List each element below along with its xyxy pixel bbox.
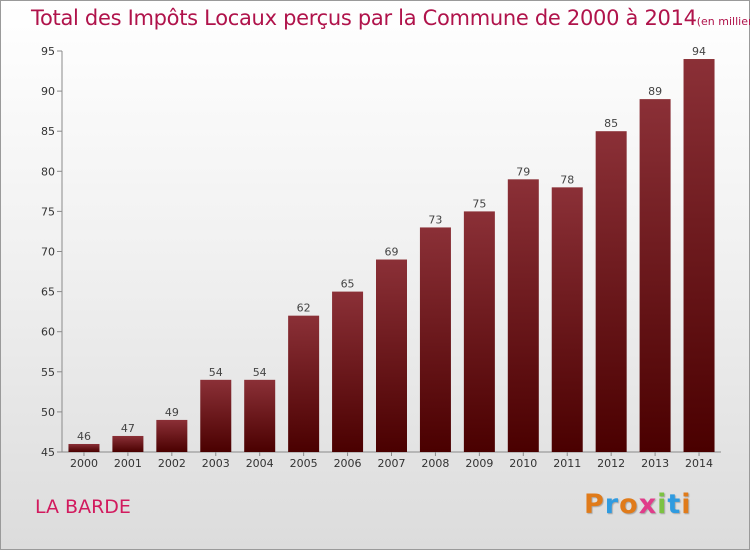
x-tick-label: 2009 — [465, 457, 493, 470]
y-tick-label: 80 — [41, 165, 55, 178]
data-label-2001: 47 — [121, 422, 135, 435]
bar-2003 — [200, 379, 232, 452]
logo-letter: r — [604, 489, 620, 520]
x-tick-label: 2014 — [685, 457, 713, 470]
data-label-2009: 75 — [472, 197, 486, 210]
data-label-2013: 89 — [648, 85, 662, 98]
x-tick-label: 2006 — [334, 457, 362, 470]
data-label-2012: 85 — [604, 117, 618, 130]
x-tick-label: 2013 — [641, 457, 669, 470]
bar-2014 — [683, 59, 715, 453]
x-tick-label: 2005 — [290, 457, 318, 470]
bar-2013 — [639, 99, 671, 453]
y-tick-label: 65 — [41, 286, 55, 299]
data-label-2002: 49 — [165, 406, 179, 419]
data-label-2004: 54 — [253, 366, 267, 379]
bar-2000 — [68, 443, 100, 452]
y-tick-label: 70 — [41, 246, 55, 259]
data-label-2000: 46 — [77, 430, 91, 443]
unit-note: (en milliers d'€) — [696, 15, 750, 28]
y-tick-label: 75 — [41, 205, 55, 218]
y-tick-label: 55 — [41, 366, 55, 379]
bar-2011 — [551, 187, 583, 452]
bar-2006 — [332, 291, 364, 452]
data-label-2005: 62 — [297, 302, 311, 315]
x-tick-label: 2004 — [246, 457, 274, 470]
bar-2012 — [595, 131, 627, 452]
x-axis-ticks: 2000 2001 2002 2003 2004 2005 2006 2007 2008 2009… — [70, 452, 713, 470]
x-tick-label: 2002 — [158, 457, 186, 470]
chart-title: Total des Impôts Locaux perçus par la Co… — [31, 6, 750, 30]
bar-2004 — [244, 379, 276, 452]
data-label-2011: 78 — [560, 173, 574, 186]
y-tick-label: 60 — [41, 326, 55, 339]
x-tick-label: 2000 — [70, 457, 98, 470]
data-label-2010: 79 — [516, 165, 530, 178]
logo-letter: i — [657, 489, 668, 520]
x-tick-label: 2012 — [597, 457, 625, 470]
x-tick-label: 2007 — [378, 457, 406, 470]
data-label-2008: 73 — [428, 213, 442, 226]
y-tick-label: 90 — [41, 85, 55, 98]
y-tick-label: 95 — [41, 45, 55, 58]
x-tick-label: 2011 — [553, 457, 581, 470]
proxiti-logo: Proxiti — [584, 489, 692, 520]
logo-letter: P — [584, 489, 605, 520]
bar-2001 — [112, 435, 144, 452]
commune-name: LA BARDE — [35, 496, 131, 518]
logo-letter: t — [667, 489, 682, 520]
data-label-2003: 54 — [209, 366, 223, 379]
data-label-2014: 94 — [692, 45, 706, 58]
bar-2009 — [463, 211, 495, 452]
y-tick-label: 45 — [41, 446, 55, 459]
chart-title-text: Total des Impôts Locaux perçus par la Co… — [31, 6, 697, 30]
bar-2007 — [376, 259, 407, 452]
y-tick-label: 50 — [41, 406, 55, 419]
x-tick-label: 2010 — [509, 457, 537, 470]
bar-2010 — [507, 179, 539, 452]
logo-letter: o — [619, 489, 639, 520]
x-tick-label: 2003 — [202, 457, 230, 470]
data-label-2007: 69 — [385, 246, 399, 259]
logo-letter: i — [681, 489, 692, 520]
bar-series: 46 47 49 54 54 62 65 69 73 75 79 78 85 89 94 — [68, 45, 715, 453]
data-label-2006: 65 — [341, 278, 355, 291]
bar-2002 — [156, 419, 188, 452]
bar-2008 — [419, 227, 451, 452]
y-axis-ticks: 45 50 55 60 65 70 75 80 85 90 95 — [41, 45, 62, 459]
y-tick-label: 85 — [41, 125, 55, 138]
x-tick-label: 2008 — [421, 457, 449, 470]
logo-letter: x — [638, 489, 658, 520]
bar-2005 — [288, 315, 320, 452]
x-tick-label: 2001 — [114, 457, 142, 470]
